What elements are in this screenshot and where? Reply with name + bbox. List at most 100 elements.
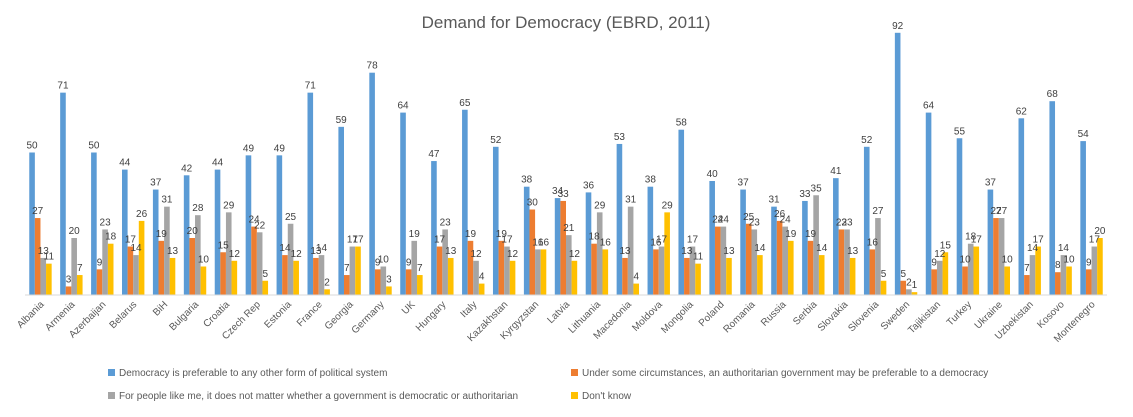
legend-swatch-series-3 [108,392,115,399]
bar-belarus-series-3 [133,255,139,295]
bar-bih-series-2 [158,240,165,295]
bar-bih-series-3 [164,206,170,295]
value-label-slovenia-series-2: 16 [867,237,879,248]
value-label-bih-series-3: 31 [161,195,173,206]
value-label-kazakhstan-series-1: 52 [490,135,502,146]
bar-italy-series-2 [467,240,474,295]
value-label-kyrgyzstan-series-1: 38 [521,175,533,186]
value-label-sweden-series-1: 92 [892,21,904,32]
value-label-estonia-series-3: 25 [285,212,297,223]
value-label-romania-series-1: 37 [738,178,750,189]
value-label-moldova-series-3: 17 [656,235,668,246]
bar-kyrgyzstan-series-4 [540,249,547,295]
bar-macedonia-series-1 [616,143,623,295]
bar-serbia-series-2 [807,240,814,295]
category-label-serbia: Serbia [791,299,820,328]
category-label-slovakia: Slovakia [816,299,851,334]
bar-azerbaijan-series-3 [102,229,108,295]
bar-georgia-series-4 [355,246,361,295]
value-label-romania-series-4: 14 [754,243,766,254]
value-label-moldova-series-2: 16 [650,237,662,248]
bar-romania-series-4 [757,255,763,295]
category-label-estonia: Estonia [263,299,295,331]
value-label-ukraine-series-1: 37 [985,178,997,189]
bar-lithuania-series-4 [602,249,609,295]
bar-georgia-series-3 [349,246,356,295]
value-label-bulgaria-series-1: 42 [181,163,193,174]
bar-lithuania-series-3 [596,212,603,295]
value-label-serbia-series-1: 33 [799,189,811,200]
bar-kosovo-series-1 [1049,101,1056,295]
bar-turkey-series-2 [962,266,968,295]
bar-kosovo-series-3 [1060,255,1067,295]
bar-belarus-series-2 [127,246,134,295]
value-label-croatia-series-2: 15 [218,240,230,251]
value-label-albania-series-4: 11 [44,252,55,263]
bar-macedonia-series-2 [622,257,628,295]
category-label-turkey: Turkey [945,299,974,328]
value-label-bulgaria-series-2: 20 [187,226,199,237]
bar-romania-series-3 [751,229,758,295]
value-label-belarus-series-2: 17 [125,235,137,246]
bar-poland-series-1 [709,181,715,295]
value-label-kazakhstan-series-2: 19 [496,229,508,240]
legend-label-series-2: Under some circumstances, an authoritari… [582,368,988,379]
value-label-ukraine-series-3: 27 [996,206,1008,217]
bar-romania-series-2 [745,223,752,295]
bar-kosovo-series-2 [1055,272,1061,295]
value-label-germany-series-2: 9 [375,257,381,268]
bar-germany-series-3 [380,266,387,295]
value-label-lithuania-series-4: 16 [600,237,612,248]
value-label-poland-series-1: 40 [707,169,719,180]
category-label-uk: UK [400,299,418,317]
value-label-macedonia-series-3: 31 [625,195,637,206]
bar-armenia-series-4 [76,275,83,295]
bar-lithuania-series-2 [591,243,597,295]
bar-montenegro-series-2 [1085,269,1092,295]
value-label-lithuania-series-3: 29 [594,200,606,211]
value-label-tajikistan-series-2: 9 [931,257,937,268]
value-label-armenia-series-4: 7 [77,263,83,274]
category-label-albania: Albania [15,299,47,331]
bar-romania-series-1 [740,189,746,295]
value-label-bih-series-4: 13 [167,246,179,257]
bar-mongolia-series-1 [678,129,685,295]
category-label-hungary: Hungary [414,299,449,334]
category-label-romania: Romania [722,299,758,335]
category-label-poland: Poland [697,299,727,329]
bar-sweden-series-3 [906,289,912,295]
bar-czech-rep-series-1 [245,155,252,295]
value-label-russia-series-1: 31 [768,195,780,206]
value-label-slovenia-series-4: 5 [881,269,887,280]
bar-ukraine-series-3 [998,218,1005,295]
bar-macedonia-series-3 [627,206,634,295]
bar-estonia-series-4 [293,260,299,295]
value-label-tajikistan-series-3: 12 [934,249,946,260]
bar-italy-series-4 [478,283,485,295]
value-label-georgia-series-4: 17 [352,235,364,246]
value-label-macedonia-series-4: 4 [633,272,639,283]
legend-swatch-series-1 [108,369,115,376]
bar-mongolia-series-3 [689,246,696,295]
bar-albania-series-1 [29,152,35,295]
value-label-sweden-series-2: 5 [900,269,906,280]
value-label-kosovo-series-4: 10 [1063,255,1075,266]
value-label-hungary-series-2: 17 [434,235,446,246]
legend-swatch-series-2 [571,369,578,376]
value-label-russia-series-4: 19 [785,229,797,240]
value-label-romania-series-3: 23 [749,217,761,228]
legend-label-series-3: For people like me, it does not matter w… [119,391,518,402]
bar-czech-rep-series-2 [251,226,257,295]
bar-armenia-series-3 [71,238,77,295]
value-label-estonia-series-4: 12 [291,249,303,260]
value-label-poland-series-4: 13 [723,246,735,257]
bar-moldova-series-4 [664,212,670,295]
bar-azerbaijan-series-1 [91,152,97,295]
bar-bih-series-1 [152,189,159,295]
bar-czech-rep-series-4 [262,280,269,295]
bar-georgia-series-2 [344,275,350,295]
bar-mongolia-series-2 [684,257,690,295]
value-label-montenegro-series-2: 9 [1086,257,1092,268]
bar-uzbekistan-series-2 [1024,275,1030,295]
